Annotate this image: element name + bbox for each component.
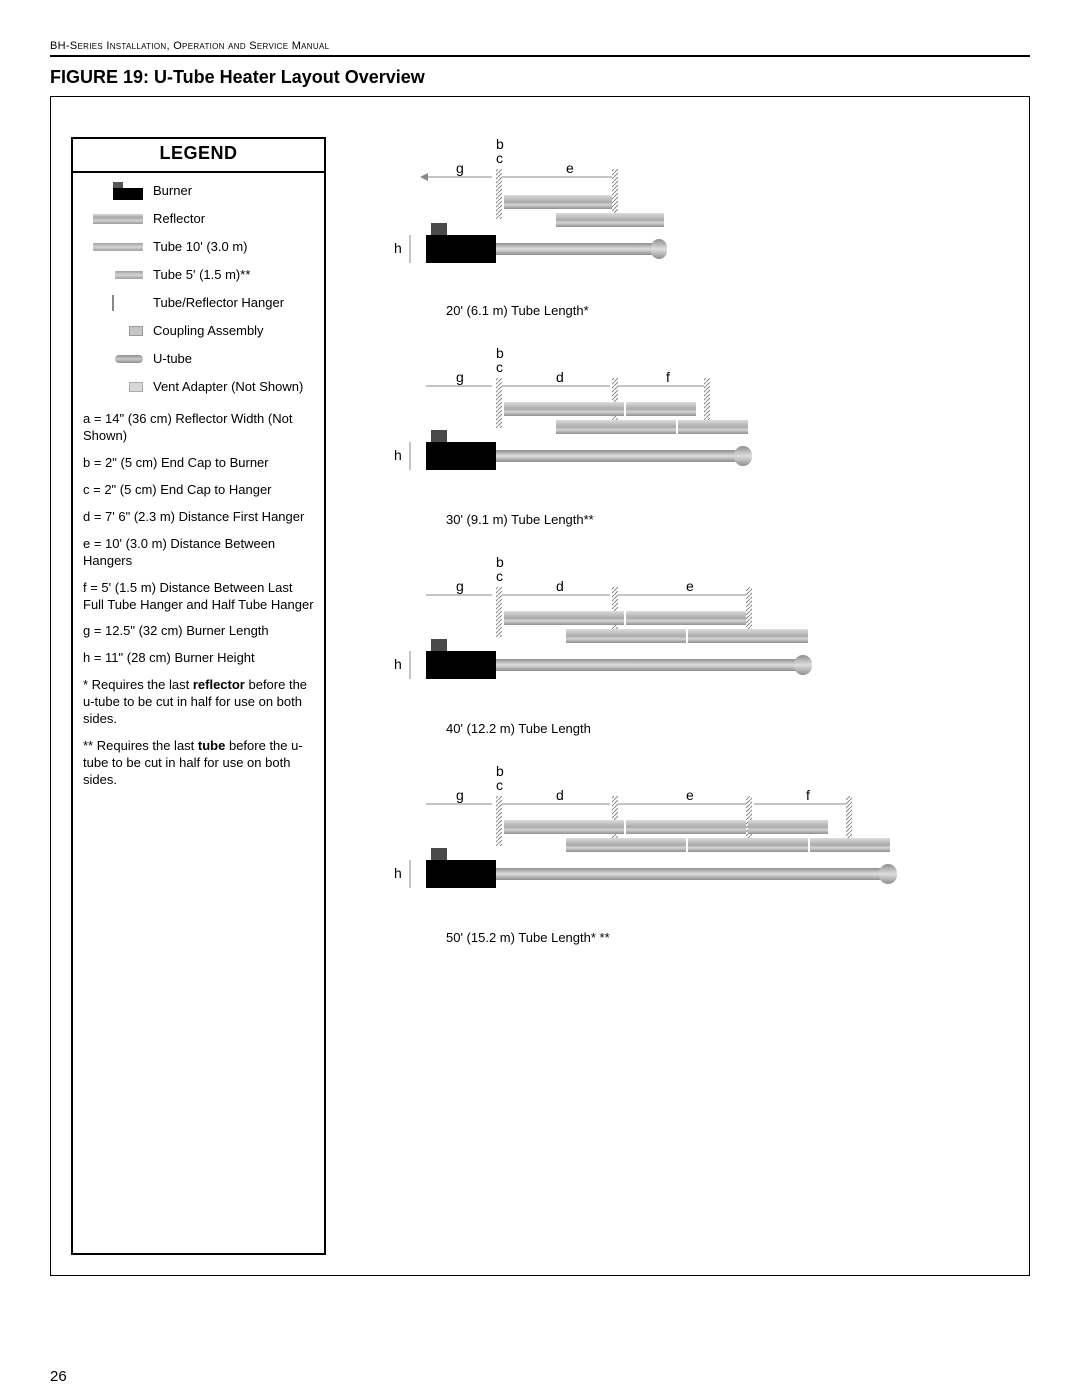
dim-g: g = 12.5" (32 cm) Burner Length bbox=[83, 623, 314, 640]
diagram-50ft: b c g d e f bbox=[386, 764, 1009, 945]
legend-label: Reflector bbox=[153, 211, 314, 228]
dim-d: d = 7' 6" (2.3 m) Distance First Hanger bbox=[83, 509, 314, 526]
svg-text:g: g bbox=[456, 369, 464, 385]
svg-text:c: c bbox=[496, 568, 503, 584]
tube10-icon bbox=[93, 243, 143, 251]
legend-label: Tube 5' (1.5 m)** bbox=[153, 267, 314, 284]
legend-row-burner: Burner bbox=[83, 181, 314, 201]
diagram-caption: 50' (15.2 m) Tube Length* ** bbox=[446, 930, 1009, 945]
hanger-icon bbox=[112, 295, 114, 311]
manual-header: BH-Series Installation, Operation and Se… bbox=[50, 40, 1030, 57]
svg-text:c: c bbox=[496, 359, 503, 375]
diagrams: b c g e h bbox=[386, 137, 1009, 1255]
svg-text:h: h bbox=[394, 447, 402, 463]
legend-row-tube10: Tube 10' (3.0 m) bbox=[83, 237, 314, 257]
legend-title: LEGEND bbox=[73, 139, 324, 173]
dim-h: h = 11" (28 cm) Burner Height bbox=[83, 650, 314, 667]
svg-text:c: c bbox=[496, 777, 503, 793]
dim-e: e = 10' (3.0 m) Distance Between Hangers bbox=[83, 536, 314, 570]
legend-label: Tube 10' (3.0 m) bbox=[153, 239, 314, 256]
legend-row-tube5: Tube 5' (1.5 m)** bbox=[83, 265, 314, 285]
svg-text:g: g bbox=[456, 578, 464, 594]
svg-text:g: g bbox=[456, 160, 464, 176]
svg-text:f: f bbox=[806, 787, 810, 803]
svg-text:d: d bbox=[556, 578, 564, 594]
diagram-30ft: b c g d f bbox=[386, 346, 1009, 527]
svg-text:d: d bbox=[556, 787, 564, 803]
page-number: 26 bbox=[50, 1368, 67, 1385]
legend-label: Tube/Reflector Hanger bbox=[153, 295, 314, 312]
legend-items: Burner Reflector Tube 10' (3.0 m) Tube 5… bbox=[73, 173, 324, 397]
legend-label: Vent Adapter (Not Shown) bbox=[153, 379, 314, 396]
svg-text:f: f bbox=[666, 369, 670, 385]
coupling-icon bbox=[129, 326, 143, 336]
legend-box: LEGEND Burner Reflector Tube 10' (3.0 m)… bbox=[71, 137, 326, 1255]
diagram-caption: 40' (12.2 m) Tube Length bbox=[446, 721, 1009, 736]
diagram-caption: 20' (6.1 m) Tube Length* bbox=[446, 303, 1009, 318]
legend-dims: a = 14" (36 cm) Reflector Width (Not Sho… bbox=[73, 405, 324, 788]
vent-icon bbox=[129, 382, 143, 392]
dim-a: a = 14" (36 cm) Reflector Width (Not Sho… bbox=[83, 411, 314, 445]
diagram-caption: 30' (9.1 m) Tube Length** bbox=[446, 512, 1009, 527]
svg-text:g: g bbox=[456, 787, 464, 803]
svg-text:c: c bbox=[496, 150, 503, 166]
figure-title: FIGURE 19: U-Tube Heater Layout Overview bbox=[50, 67, 1030, 88]
tube5-icon bbox=[115, 271, 143, 279]
figure-frame: LEGEND Burner Reflector Tube 10' (3.0 m)… bbox=[50, 96, 1030, 1276]
legend-row-hanger: Tube/Reflector Hanger bbox=[83, 293, 314, 313]
dim-c: c = 2" (5 cm) End Cap to Hanger bbox=[83, 482, 314, 499]
reflector-icon bbox=[93, 214, 143, 224]
dim-b: b = 2" (5 cm) End Cap to Burner bbox=[83, 455, 314, 472]
legend-row-reflector: Reflector bbox=[83, 209, 314, 229]
burner-icon bbox=[105, 182, 143, 200]
legend-label: Coupling Assembly bbox=[153, 323, 314, 340]
note-2: ** Requires the last tube before the u-t… bbox=[83, 738, 314, 789]
utube-icon bbox=[115, 355, 143, 363]
legend-row-coupling: Coupling Assembly bbox=[83, 321, 314, 341]
svg-text:h: h bbox=[394, 656, 402, 672]
legend-label: Burner bbox=[153, 183, 314, 200]
svg-text:h: h bbox=[394, 865, 402, 881]
legend-row-utube: U-tube bbox=[83, 349, 314, 369]
diagram-20ft: b c g e h bbox=[386, 137, 1009, 318]
legend-label: U-tube bbox=[153, 351, 314, 368]
svg-text:d: d bbox=[556, 369, 564, 385]
svg-text:e: e bbox=[686, 787, 694, 803]
diagram-40ft: b c g d e bbox=[386, 555, 1009, 736]
svg-text:e: e bbox=[566, 160, 574, 176]
svg-text:h: h bbox=[394, 240, 402, 256]
note-1: * Requires the last reflector before the… bbox=[83, 677, 314, 728]
dim-f: f = 5' (1.5 m) Distance Between Last Ful… bbox=[83, 580, 314, 614]
legend-row-vent: Vent Adapter (Not Shown) bbox=[83, 377, 314, 397]
svg-text:e: e bbox=[686, 578, 694, 594]
